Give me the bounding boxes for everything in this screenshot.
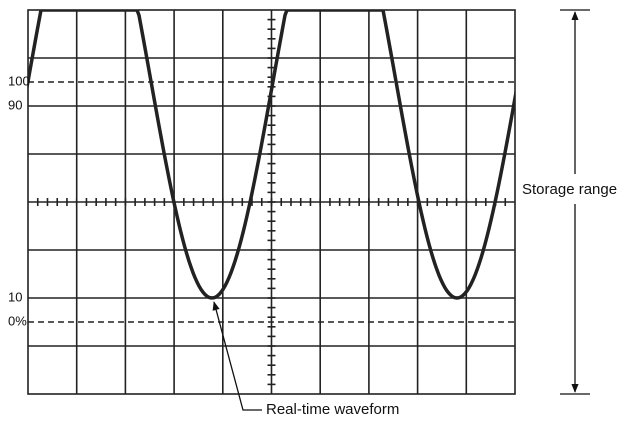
waveform-label: Real-time waveform bbox=[266, 401, 399, 418]
leader-arrow bbox=[212, 301, 262, 411]
waveform bbox=[28, 10, 515, 300]
scale-label: 0% bbox=[8, 313, 27, 328]
scale-label: 10 bbox=[8, 289, 22, 304]
scale-label: 100 bbox=[8, 73, 30, 88]
graticule bbox=[27, 9, 516, 395]
label-backdrop bbox=[518, 174, 632, 204]
scale-label: 90 bbox=[8, 97, 22, 112]
storage-range-label: Storage range bbox=[522, 181, 617, 198]
